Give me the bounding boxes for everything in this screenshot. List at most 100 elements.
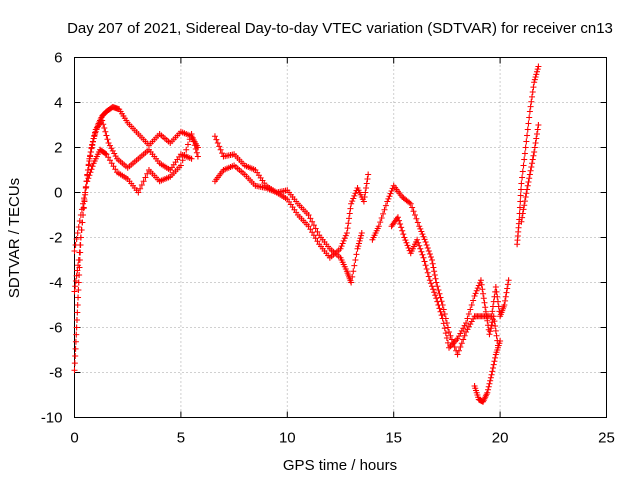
data-point xyxy=(353,251,360,258)
data-point xyxy=(177,162,184,169)
data-point xyxy=(525,179,532,185)
data-point xyxy=(502,293,509,300)
data-point xyxy=(441,311,448,317)
data-point xyxy=(490,365,497,371)
data-point xyxy=(346,210,353,217)
data-point xyxy=(74,302,81,308)
data-point xyxy=(382,202,389,209)
data-point xyxy=(73,331,80,338)
data-point xyxy=(363,180,370,187)
data-point xyxy=(418,248,425,255)
data-point xyxy=(189,134,196,141)
data-point xyxy=(401,234,408,241)
data-point xyxy=(446,329,453,335)
data-point xyxy=(486,380,493,387)
data-point xyxy=(380,210,387,217)
data-point xyxy=(71,367,78,374)
data-point xyxy=(307,215,314,222)
data-point xyxy=(464,326,471,333)
data-point xyxy=(526,114,533,121)
data-point xyxy=(381,206,388,213)
data-point xyxy=(181,152,188,158)
data-point xyxy=(88,166,95,173)
data-point xyxy=(450,340,457,347)
data-point xyxy=(447,332,454,339)
data-point xyxy=(436,305,443,312)
data-point xyxy=(89,138,96,145)
data-point xyxy=(355,240,362,247)
data-point xyxy=(477,277,484,284)
data-point xyxy=(467,306,474,313)
data-point xyxy=(480,295,487,302)
data-point xyxy=(493,332,500,339)
data-point xyxy=(527,103,534,110)
chart-title: Day 207 of 2021, Sidereal Day-to-day VTE… xyxy=(67,20,613,37)
data-point xyxy=(217,146,224,153)
data-point xyxy=(75,279,82,286)
data-point xyxy=(524,132,531,139)
data-point xyxy=(425,248,432,254)
data-point xyxy=(519,214,526,221)
data-point xyxy=(457,344,464,350)
data-point xyxy=(90,135,97,142)
data-point xyxy=(443,335,450,341)
data-point xyxy=(106,142,113,149)
data-point xyxy=(435,287,442,293)
data-point xyxy=(481,299,488,306)
data-point xyxy=(453,337,460,344)
x-tick-label: 5 xyxy=(177,430,185,447)
data-point xyxy=(73,236,80,242)
data-point xyxy=(521,150,528,157)
data-point xyxy=(532,74,539,80)
data-point xyxy=(365,171,372,178)
data-point xyxy=(436,290,443,297)
data-point xyxy=(76,249,83,256)
data-point xyxy=(461,322,468,329)
data-point xyxy=(531,76,538,83)
data-point xyxy=(501,302,508,308)
data-point xyxy=(340,237,347,244)
data-point xyxy=(423,266,430,272)
data-point xyxy=(77,212,84,218)
data-point xyxy=(519,210,526,217)
data-point xyxy=(487,377,494,384)
data-point xyxy=(526,171,533,178)
data-point xyxy=(104,136,111,143)
data-point xyxy=(431,268,438,275)
data-point xyxy=(484,389,491,396)
data-point xyxy=(355,243,362,250)
data-point xyxy=(426,251,433,257)
data-point xyxy=(112,153,119,160)
data-point xyxy=(414,219,421,226)
data-point xyxy=(80,200,87,207)
data-point xyxy=(406,199,413,206)
data-point xyxy=(427,254,434,260)
data-point xyxy=(84,178,91,185)
data-point xyxy=(521,202,528,209)
data-point xyxy=(439,315,446,322)
data-point xyxy=(142,174,149,181)
data-point xyxy=(75,294,82,301)
data-point xyxy=(438,312,445,319)
data-point xyxy=(358,230,365,236)
data-point xyxy=(446,344,453,351)
data-point xyxy=(524,126,531,133)
data-point xyxy=(472,290,479,297)
data-point xyxy=(444,339,451,346)
data-point xyxy=(519,168,526,175)
y-tick-label: 6 xyxy=(54,50,62,67)
data-point xyxy=(358,232,365,239)
data-point xyxy=(88,144,95,151)
data-point xyxy=(417,225,424,232)
data-point xyxy=(465,323,472,330)
data-point xyxy=(430,264,437,271)
data-point xyxy=(533,131,540,137)
data-point xyxy=(454,351,461,358)
data-point xyxy=(411,212,418,218)
y-tick-label: -2 xyxy=(49,230,62,247)
data-point xyxy=(529,93,536,100)
data-point xyxy=(454,335,461,342)
y-tick-labels: -10 -8 -6 -4 -2 0 2 4 6 xyxy=(41,50,63,427)
data-point xyxy=(535,63,542,70)
